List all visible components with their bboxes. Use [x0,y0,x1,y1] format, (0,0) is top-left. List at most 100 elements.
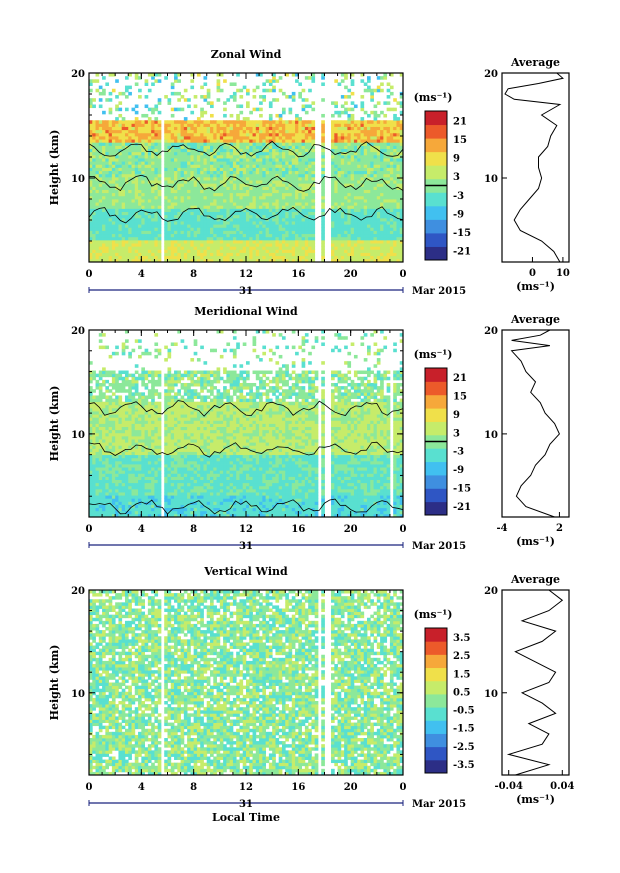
heatmap-cell [242,199,247,203]
heatmap-cell [393,208,397,212]
heatmap-cell [347,167,352,172]
heatmap-cell [190,205,195,209]
heatmap-cell [295,139,299,143]
heatmap-cell [393,249,397,253]
heatmap-cell [131,246,136,250]
heatmap-cell [92,417,96,421]
heatmap-cell [304,120,309,124]
heatmap-cell [249,186,253,190]
heatmap-cell [223,120,227,124]
heatmap-cell [229,224,234,228]
heatmap-cell [337,255,342,260]
heatmap-cell [278,113,283,118]
heatmap-cell [115,176,119,181]
heatmap-cell [144,104,149,109]
heatmap-cell [321,123,325,127]
heatmap-cell [311,224,316,228]
heatmap-cell [246,227,250,231]
heatmap-cell [92,139,96,143]
heatmap-cell [95,73,100,77]
heatmap-cell [232,183,237,187]
heatmap-cell [396,195,401,200]
heatmap-cell [252,164,257,168]
heatmap-cell [118,224,123,228]
heatmap-cell [203,180,208,184]
heatmap-cell [203,170,208,175]
heatmap-cell [102,205,106,209]
heatmap-cell [275,113,280,118]
heatmap-cell [154,211,159,216]
heatmap-cell [200,186,204,190]
heatmap-cell [144,224,149,228]
heatmap-cell [187,173,191,178]
heatmap-cell [334,249,338,253]
heatmap-cell [347,186,352,190]
heatmap-cell [111,221,116,225]
heatmap-cell [223,252,227,257]
heatmap-cell [92,498,96,502]
heatmap-cell [157,98,162,102]
heatmap-cell [285,246,289,250]
heatmap-cell [183,170,188,175]
heatmap-cell [200,239,204,244]
heatmap-cell [98,148,103,153]
heatmap-cell [367,183,371,187]
heatmap-cell [115,258,119,263]
heatmap-cell [249,249,253,253]
heatmap-cell [275,161,280,165]
heatmap-cell [108,482,113,487]
heatmap-cell [249,199,253,203]
heatmap-cell [164,205,168,209]
heatmap-cell [138,214,142,219]
heatmap-cell [98,208,103,212]
heatmap-cell [347,136,352,140]
heatmap-cell [363,189,368,194]
heatmap-cell [177,126,181,131]
heatmap-cell [357,158,361,162]
heatmap-cell [337,151,342,156]
heatmap-cell [363,243,368,247]
heatmap-cell [249,145,253,149]
heatmap-cell [98,398,103,403]
heatmap-cell [340,227,345,231]
heatmap-cell [167,217,172,222]
heatmap-cell [301,221,306,225]
heatmap-cell [360,233,365,238]
heatmap-cell [154,258,159,263]
heatmap-cell [223,255,227,260]
heatmap-cell [213,208,217,212]
heatmap-cell [111,202,116,206]
heatmap-cell [399,167,404,172]
heatmap-cell [396,205,401,209]
heatmap-cell [268,167,273,172]
heatmap-cell [246,214,250,219]
heatmap-cell [138,145,142,149]
heatmap-cell [89,417,93,421]
heatmap-cell [350,224,355,228]
heatmap-cell [144,142,149,146]
heatmap-cell [246,148,250,153]
heatmap-cell [131,164,136,168]
heatmap-cell [92,199,96,203]
heatmap-cell [399,126,404,131]
heatmap-cell [347,107,352,112]
heatmap-cell [213,233,217,238]
heatmap-cell [206,95,211,99]
heatmap-cell [350,239,355,244]
heatmap-cell [255,249,260,253]
heatmap-cell [154,151,159,156]
heatmap-cell [272,246,276,250]
heatmap-cell [376,113,381,118]
heatmap-cell [285,142,289,146]
heatmap-cell [180,183,185,187]
heatmap-cell [98,404,103,409]
heatmap-cell [98,432,103,437]
heatmap-cell [281,205,286,209]
heatmap-cell [242,205,247,209]
heatmap-cell [367,161,371,165]
heatmap-cell [386,202,391,206]
heatmap-cell [226,126,231,131]
heatmap-cell [115,211,119,216]
heatmap-cell [95,239,100,244]
heatmap-cell [115,233,119,238]
